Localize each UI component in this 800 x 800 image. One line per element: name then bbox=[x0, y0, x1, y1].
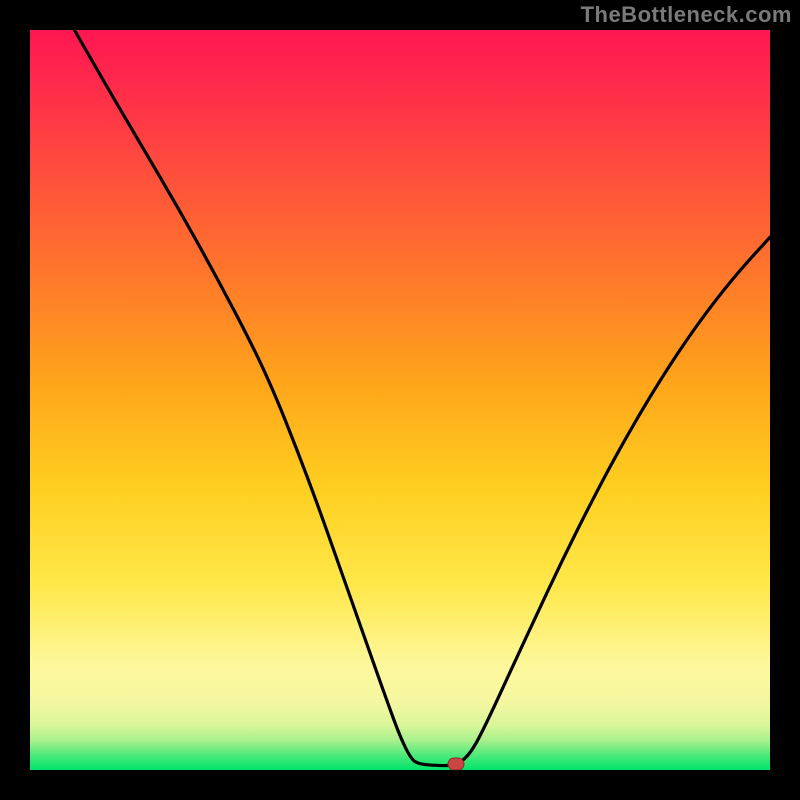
bottleneck-curve bbox=[30, 30, 770, 770]
optimal-point-marker bbox=[447, 758, 464, 770]
plot-area bbox=[30, 30, 770, 770]
watermark-text: TheBottleneck.com bbox=[581, 2, 792, 28]
